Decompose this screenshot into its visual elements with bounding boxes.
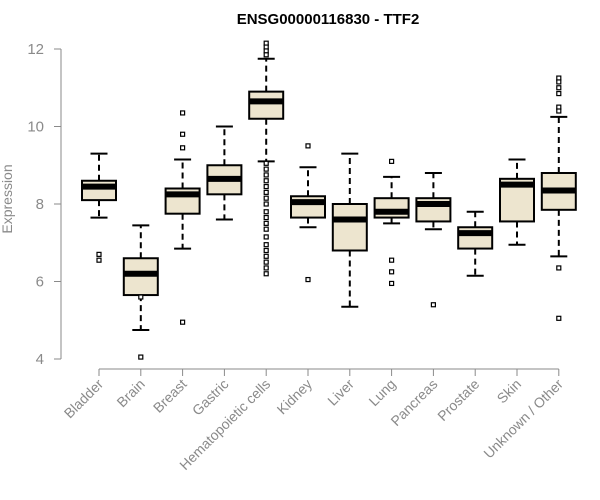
box-skin — [499, 158, 535, 246]
outlier-point — [263, 259, 269, 265]
outlier-point — [389, 269, 395, 275]
outlier-point — [180, 145, 186, 151]
x-tick-label: Unknown / Other — [480, 376, 566, 462]
box-unknown-other — [540, 75, 577, 321]
outlier-point — [305, 276, 311, 283]
box-kidney — [290, 143, 326, 283]
box-prostate — [457, 210, 494, 277]
outlier-point — [263, 183, 269, 190]
outlier-point — [263, 214, 269, 221]
outlier-point — [263, 52, 269, 58]
boxes — [81, 40, 577, 360]
outlier-point — [96, 251, 102, 257]
outlier-point — [389, 257, 395, 263]
box-breast — [164, 110, 201, 325]
box-gastric — [206, 125, 243, 221]
x-tick-label: Liver — [324, 376, 357, 409]
outlier-point — [556, 85, 562, 91]
outlier-point — [556, 315, 562, 321]
x-tick-label: Kidney — [274, 376, 316, 418]
outlier-point — [263, 201, 269, 207]
x-tick-label: Skin — [494, 376, 525, 407]
outlier-point — [556, 90, 562, 97]
outlier-point — [430, 302, 436, 308]
outlier-point — [263, 160, 269, 166]
y-tick-label: 4 — [36, 351, 44, 368]
box-brain — [122, 224, 159, 360]
outlier-point — [263, 178, 269, 184]
outlier-point — [96, 257, 102, 263]
iqr-box — [248, 90, 285, 120]
box-bladder — [81, 152, 117, 263]
outlier-point — [263, 189, 269, 195]
outlier-point — [263, 195, 269, 201]
outlier-point — [389, 280, 395, 287]
box-lung — [373, 158, 410, 287]
outlier-point — [263, 271, 269, 277]
x-tick-label: Prostate — [434, 376, 482, 424]
outlier-point — [556, 108, 562, 114]
y-tick-label: 12 — [27, 41, 44, 58]
outlier-point — [263, 226, 269, 232]
y-tick-label: 8 — [36, 196, 44, 213]
y-tick-label: 6 — [36, 274, 44, 291]
outlier-point — [263, 172, 269, 178]
outlier-point — [389, 158, 395, 164]
x-tick-label: Brain — [113, 376, 147, 410]
outlier-point — [263, 220, 269, 226]
x-tick-label: Breast — [150, 376, 190, 416]
outlier-point — [556, 79, 562, 85]
outlier-point — [138, 294, 144, 300]
outlier-point — [180, 131, 186, 137]
x-tick-label: Lung — [365, 376, 398, 409]
outlier-point — [263, 234, 269, 240]
y-tick-label: 10 — [27, 119, 44, 136]
outlier-point — [556, 265, 562, 271]
x-tick-label: Bladder — [61, 376, 107, 422]
outlier-point — [180, 319, 186, 325]
outlier-point — [263, 265, 269, 271]
outlier-point — [138, 354, 144, 360]
outlier-point — [263, 247, 269, 254]
chart-title: ENSG00000116830 - TTF2 — [237, 11, 420, 28]
outlier-point — [305, 143, 311, 149]
outlier-point — [263, 253, 269, 259]
y-axis-label: Expression — [0, 164, 15, 233]
box-liver — [331, 152, 368, 308]
outlier-point — [180, 110, 186, 116]
iqr-box — [331, 203, 368, 252]
outlier-point — [263, 242, 269, 248]
box-pancreas — [415, 172, 452, 308]
outlier-point — [263, 209, 269, 215]
box-hematopoietic-cells — [248, 40, 285, 277]
y-ticks: 4 6 8 10 12 — [27, 41, 61, 368]
outlier-point — [263, 166, 269, 172]
